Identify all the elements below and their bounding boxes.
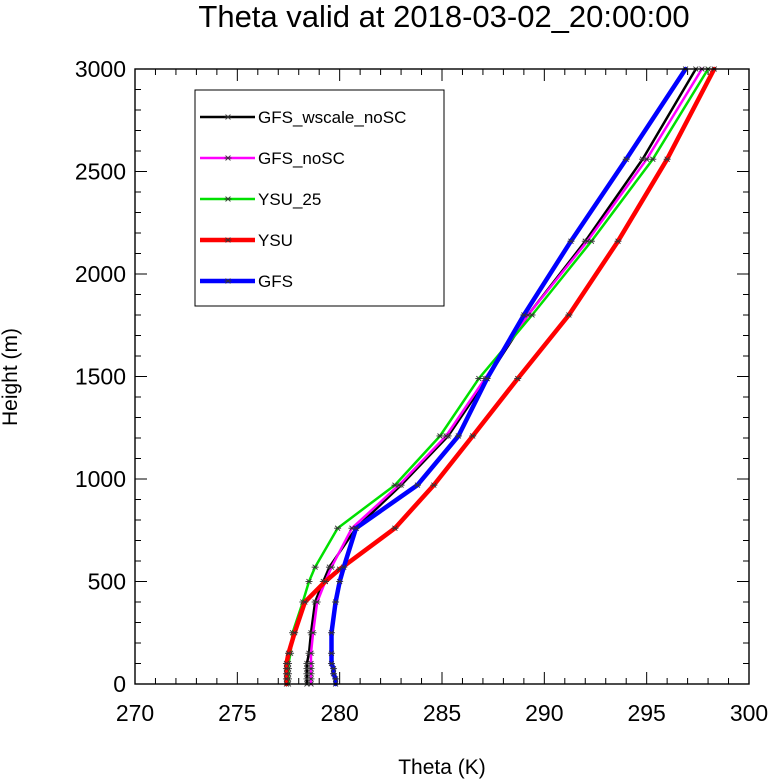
x-tick-label: 270 — [116, 700, 154, 726]
y-tick-label: 0 — [113, 671, 126, 697]
data-point — [334, 525, 342, 531]
plot-frame — [134, 68, 750, 685]
data-point — [475, 375, 483, 382]
data-point — [340, 564, 348, 570]
y-tick-label: 3000 — [75, 56, 126, 82]
data-point — [587, 238, 595, 244]
data-point — [454, 433, 462, 439]
data-point — [305, 578, 313, 585]
data-point — [309, 629, 317, 636]
y-tick-label: 2500 — [75, 159, 126, 185]
series-line — [284, 66, 717, 687]
series-line — [329, 66, 688, 687]
y-tick-label: 1000 — [75, 466, 126, 492]
x-tick-label: 295 — [627, 700, 665, 726]
data-point — [332, 676, 340, 682]
data-point — [301, 599, 309, 605]
legend-label: GFS_noSC — [258, 149, 345, 168]
data-point — [336, 578, 344, 585]
data-point — [307, 650, 315, 657]
data-point — [663, 156, 671, 162]
y-axis-title: Height (m) — [0, 328, 22, 426]
data-point — [643, 156, 651, 162]
legend-marker — [224, 114, 232, 120]
legend-marker — [224, 278, 232, 284]
data-point — [282, 660, 290, 667]
data-point — [307, 660, 315, 667]
data-point — [291, 629, 299, 636]
data-point — [391, 482, 399, 488]
legend-marker — [224, 155, 232, 161]
data-point — [330, 670, 338, 677]
chart-title: Theta valid at 2018-03-02_20:00:00 — [198, 0, 689, 34]
data-point — [327, 660, 335, 667]
data-point — [313, 599, 321, 605]
data-point — [282, 676, 290, 682]
legend-label: GFS_wscale_noSC — [258, 108, 406, 127]
data-point — [307, 670, 315, 677]
data-point — [528, 312, 536, 318]
data-point — [649, 156, 657, 162]
data-point — [565, 312, 573, 318]
legend-label: YSU_25 — [258, 190, 321, 209]
data-point — [285, 650, 292, 657]
data-point — [483, 375, 491, 382]
legend-label: GFS — [258, 272, 293, 291]
x-tick-label: 275 — [218, 700, 256, 726]
y-tick-label: 2000 — [75, 261, 126, 287]
legend-marker — [224, 196, 232, 202]
data-point — [436, 433, 444, 439]
legend: GFS_wscale_noSC GFS_noSC YSU_25 YSU GFS — [194, 89, 445, 307]
data-point — [307, 665, 315, 672]
legend-label: YSU — [258, 231, 293, 250]
x-tick-label: 285 — [423, 700, 461, 726]
data-point — [391, 525, 399, 531]
data-point — [327, 564, 335, 570]
data-point — [567, 238, 575, 244]
data-point — [520, 312, 528, 318]
data-point — [282, 665, 290, 672]
data-point — [321, 578, 329, 585]
data-point — [307, 676, 315, 682]
data-point — [622, 156, 630, 162]
y-tick-label: 1500 — [75, 364, 126, 390]
data-point — [327, 629, 335, 636]
data-point — [442, 433, 450, 439]
x-tick-label: 280 — [320, 700, 358, 726]
x-tick-label: 300 — [730, 700, 768, 726]
x-axis-title: Theta (K) — [398, 756, 486, 779]
data-point — [282, 670, 290, 677]
series-ysu — [282, 66, 718, 687]
data-point — [614, 238, 622, 244]
y-tick-label: 500 — [88, 569, 126, 595]
series-gfs — [327, 66, 690, 687]
data-point — [469, 433, 477, 439]
data-point — [311, 564, 319, 570]
data-point — [330, 665, 338, 672]
x-tick-label: 290 — [525, 700, 563, 726]
data-point — [332, 599, 340, 605]
legend-marker — [224, 237, 232, 243]
data-point — [327, 650, 335, 657]
data-point — [352, 525, 360, 531]
series-layer — [282, 66, 718, 687]
tick-labels: 270 275 280 285 290 295 3000500100015002000250… — [75, 56, 768, 726]
series-line — [309, 67, 704, 686]
data-point — [413, 482, 421, 488]
data-point — [430, 482, 438, 488]
data-point — [514, 375, 522, 382]
